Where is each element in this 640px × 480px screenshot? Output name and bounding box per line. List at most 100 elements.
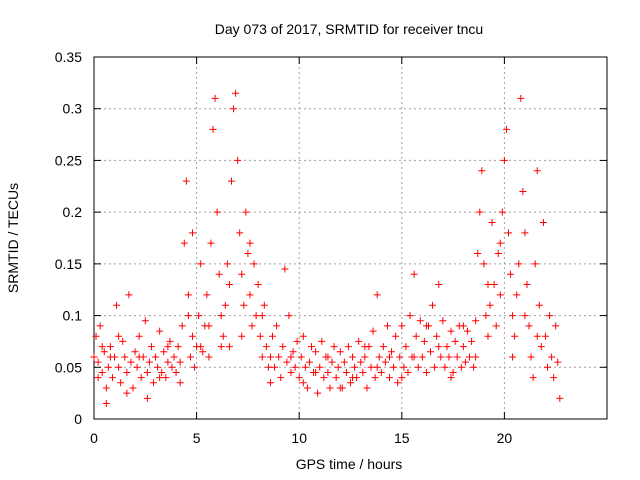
y-tick-label: 0.05 [55, 359, 82, 375]
data-point [242, 208, 250, 216]
data-point [472, 317, 480, 325]
data-point [396, 353, 404, 361]
data-point [269, 332, 277, 340]
data-point [459, 343, 467, 351]
data-point [359, 368, 367, 376]
data-point [523, 281, 531, 289]
data-point [156, 374, 164, 382]
data-point [262, 343, 270, 351]
data-point [240, 301, 248, 309]
data-point [494, 250, 502, 258]
data-point [246, 239, 254, 247]
data-point [496, 291, 504, 299]
data-point [550, 374, 558, 382]
data-point [115, 332, 123, 340]
data-point [150, 379, 158, 387]
data-point [361, 353, 369, 361]
data-point [533, 332, 541, 340]
data-point [256, 332, 264, 340]
data-point [285, 312, 293, 320]
data-point [394, 379, 402, 387]
data-point [478, 167, 486, 175]
data-point [416, 317, 424, 325]
data-point [498, 208, 506, 216]
data-point [108, 374, 116, 382]
data-point [266, 379, 274, 387]
data-point [271, 363, 279, 371]
data-point [435, 281, 443, 289]
data-point [537, 343, 545, 351]
data-point [332, 374, 340, 382]
data-point [418, 353, 426, 361]
data-point [207, 239, 215, 247]
data-point [297, 353, 305, 361]
data-point [509, 312, 517, 320]
data-point [371, 374, 379, 382]
data-point [273, 322, 281, 330]
data-point [367, 363, 375, 371]
data-point [539, 218, 547, 226]
data-point [349, 374, 357, 382]
data-point [443, 343, 451, 351]
data-point [102, 384, 110, 392]
data-point [383, 322, 391, 330]
data-point [459, 322, 467, 330]
data-point [166, 337, 174, 345]
data-point [104, 363, 112, 371]
data-point [170, 353, 178, 361]
data-point [324, 368, 332, 376]
data-point [437, 353, 445, 361]
data-point [221, 301, 229, 309]
data-point [484, 281, 492, 289]
y-axis-label: SRMTID / TECUs [5, 183, 21, 293]
data-point [135, 332, 143, 340]
data-point [349, 353, 357, 361]
data-point [535, 301, 543, 309]
data-point [529, 374, 537, 382]
data-point [227, 177, 235, 185]
data-point [164, 358, 172, 366]
data-point [474, 250, 482, 258]
data-point [94, 358, 102, 366]
data-point [238, 332, 246, 340]
data-point [195, 312, 203, 320]
data-point [232, 89, 240, 97]
data-point [431, 363, 439, 371]
data-point [303, 384, 311, 392]
data-point [318, 337, 326, 345]
data-point [96, 322, 104, 330]
data-point [264, 363, 272, 371]
data-point [176, 358, 184, 366]
data-point [404, 368, 412, 376]
data-point [203, 291, 211, 299]
data-point [141, 317, 149, 325]
data-point [236, 229, 244, 237]
data-point [266, 353, 274, 361]
data-point [398, 374, 406, 382]
data-point [301, 363, 309, 371]
data-point [234, 156, 242, 164]
data-point [102, 399, 110, 407]
data-point [509, 353, 517, 361]
data-point [344, 343, 352, 351]
data-point [369, 327, 377, 335]
data-point [500, 156, 508, 164]
data-point [466, 353, 474, 361]
data-point [176, 379, 184, 387]
data-point [289, 348, 297, 356]
data-point [94, 374, 102, 382]
data-point [513, 291, 521, 299]
data-point [279, 343, 287, 351]
data-point [447, 327, 455, 335]
data-point [414, 363, 422, 371]
data-point [197, 260, 205, 268]
data-point [420, 337, 428, 345]
data-point [117, 379, 125, 387]
y-tick-label: 0.35 [55, 49, 82, 65]
y-tick-label: 0 [74, 411, 82, 427]
data-point [164, 343, 172, 351]
data-point [248, 322, 256, 330]
data-point [517, 94, 525, 102]
data-point [521, 229, 529, 237]
data-point [484, 332, 492, 340]
